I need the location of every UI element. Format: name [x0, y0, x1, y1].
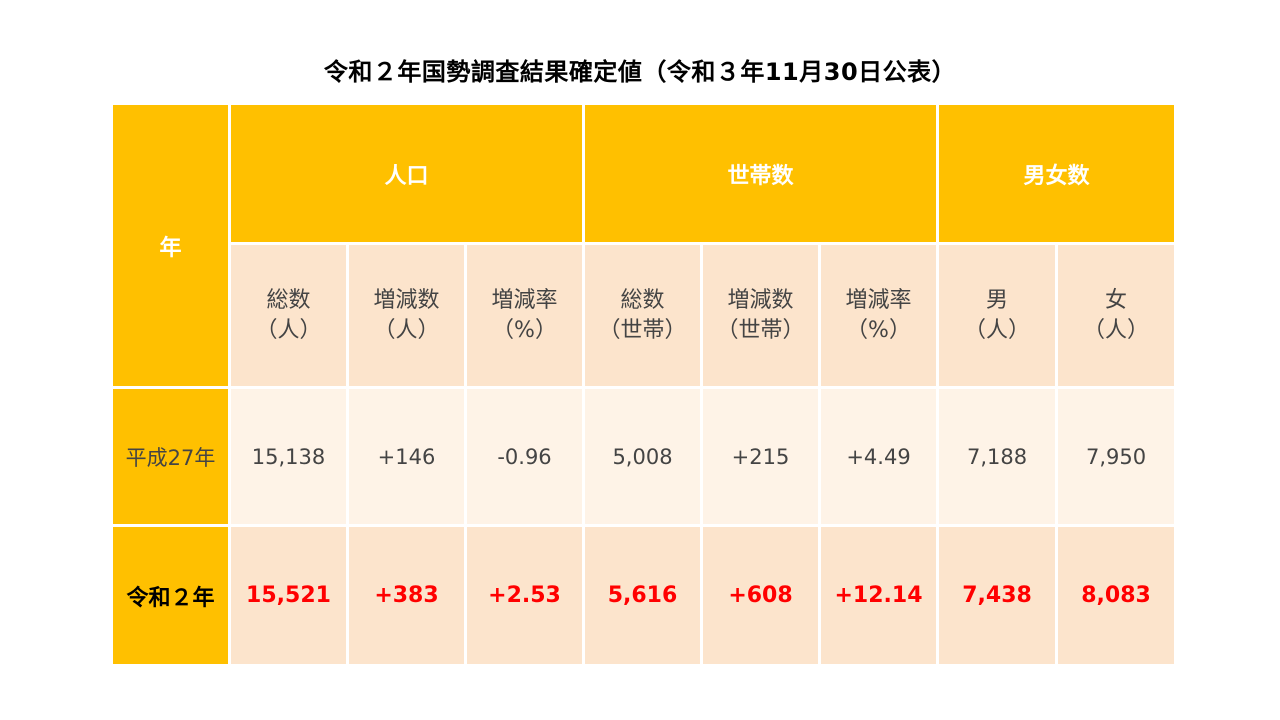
cell-population-total: 15,521 [228, 524, 349, 667]
cell-households-rate: +4.49 [817, 386, 940, 527]
column-header-line1: 増減数 [727, 287, 794, 313]
column-header-line2: （世帯） [716, 317, 805, 343]
column-header-households-total: 総数 （世帯） [582, 242, 703, 389]
cell-households-change: +215 [700, 386, 821, 527]
cell-households-rate: +12.14 [817, 524, 940, 667]
column-header-line2: （人） [964, 317, 1031, 343]
cell-male: 7,438 [936, 524, 1059, 667]
page-title: 令和２年国勢調査結果確定値（令和３年11月30日公表） [323, 58, 957, 86]
cell-population-total: 15,138 [228, 386, 349, 527]
gender-group-header: 男女数 [936, 102, 1178, 245]
column-header-line1: 女 [1105, 287, 1128, 313]
column-header-male: 男 （人） [936, 242, 1059, 389]
column-header-population-total: 総数 （人） [228, 242, 349, 389]
column-header-line1: 増減率 [845, 287, 912, 313]
cell-population-rate: -0.96 [464, 386, 585, 527]
cell-population-change: +383 [346, 524, 467, 667]
column-header-line2: （%） [846, 317, 911, 343]
column-header-population-rate: 増減率 （%） [464, 242, 585, 389]
cell-female: 7,950 [1055, 386, 1178, 527]
column-header-line1: 総数 [620, 287, 665, 313]
row-year-label: 平成27年 [110, 386, 231, 527]
cell-female: 8,083 [1055, 524, 1178, 667]
column-header-line2: （世帯） [598, 317, 687, 343]
cell-population-change: +146 [346, 386, 467, 527]
population-group-header: 人口 [228, 102, 585, 245]
column-header-line1: 増減数 [373, 287, 440, 313]
census-results-table: 年 人口 世帯数 男女数 総数 （人） 増減数 （人） 増減率 （%） 総数 （… [110, 102, 1178, 667]
column-header-line2: （人） [1083, 317, 1150, 343]
cell-households-total: 5,008 [582, 386, 703, 527]
year-column-header: 年 [110, 102, 231, 389]
column-header-line1: 増減率 [491, 287, 558, 313]
column-header-line1: 総数 [266, 287, 311, 313]
cell-male: 7,188 [936, 386, 1059, 527]
column-header-households-rate: 増減率 （%） [817, 242, 940, 389]
column-header-line2: （人） [255, 317, 322, 343]
column-header-population-change: 増減数 （人） [346, 242, 467, 389]
row-year-label: 令和２年 [110, 524, 231, 667]
households-group-header: 世帯数 [581, 102, 940, 245]
column-header-line2: （人） [373, 317, 440, 343]
cell-households-change: +608 [700, 524, 821, 667]
column-header-households-change: 増減数 （世帯） [700, 242, 821, 389]
cell-population-rate: +2.53 [464, 524, 585, 667]
cell-households-total: 5,616 [582, 524, 703, 667]
column-header-female: 女 （人） [1055, 242, 1178, 389]
table-row-reiwa2: 令和２年 15,521 +383 +2.53 5,616 +608 +12.14… [110, 524, 1178, 667]
column-header-line2: （%） [492, 317, 557, 343]
column-header-line1: 男 [986, 287, 1009, 313]
table-row-heisei27: 平成27年 15,138 +146 -0.96 5,008 +215 +4.49… [110, 386, 1178, 527]
